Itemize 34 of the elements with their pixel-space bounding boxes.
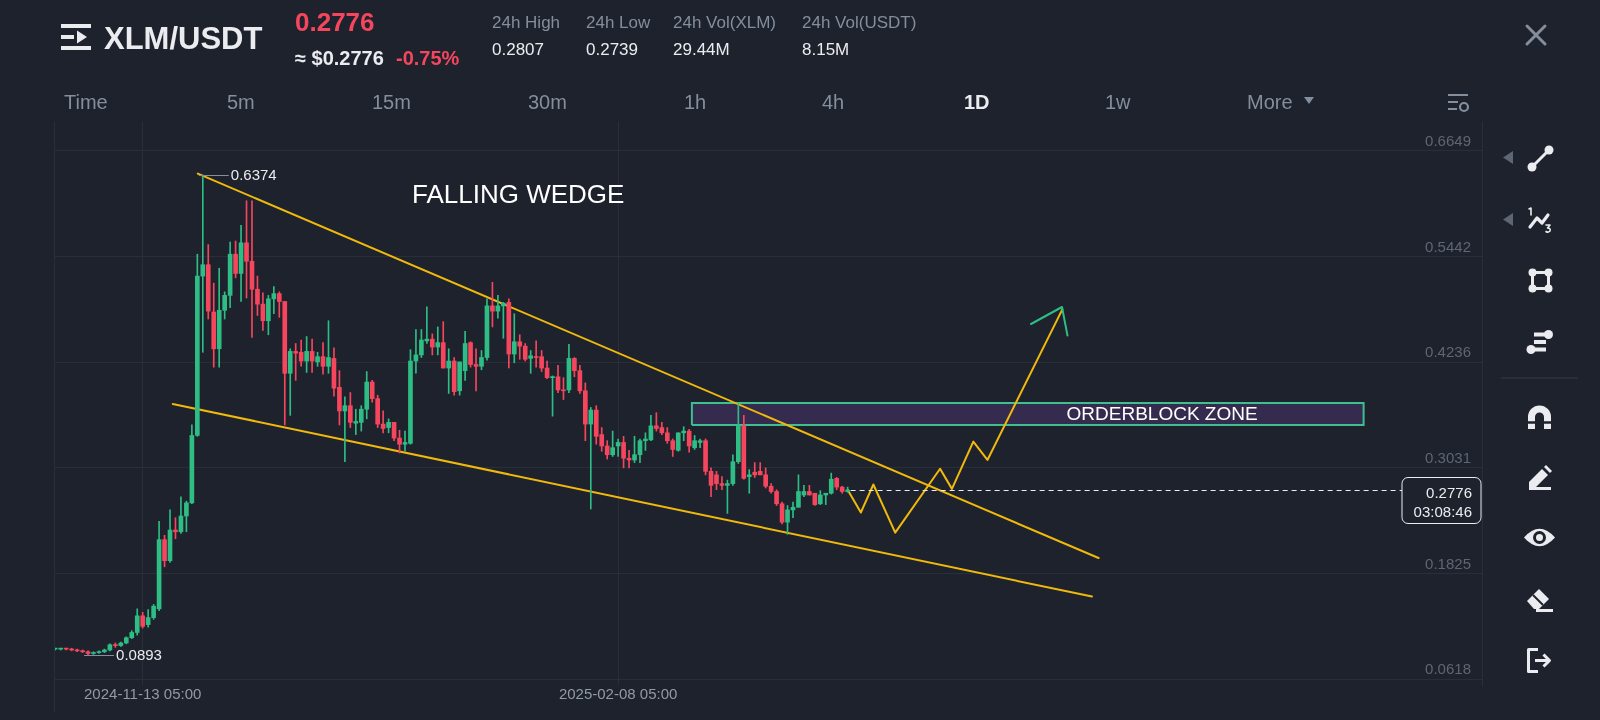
text: 0.2739 [586,39,638,61]
text: 24h Vol(XLM) [673,12,776,34]
chart-title: XLM/USDT [104,20,263,58]
text: 24h Low [586,12,651,34]
text: 8.15M [802,39,850,61]
text: 0.2807 [492,39,544,61]
annotation: 0.6374 [230,165,277,183]
text: 1h [684,90,707,114]
y-tick-label: 0.0618 [1425,660,1471,678]
text: 5m [227,90,255,114]
text: 29.44M [673,39,730,61]
y-tick-label: 0.3031 [1425,448,1471,466]
y-tick-label: 0.4236 [1425,343,1471,361]
text: Time [64,90,108,114]
text: More [1247,90,1293,114]
text: -0.75% [396,46,460,70]
x-tick-label: 2024-11-13 05:00 [84,685,202,703]
ref-line-label: 0.2776 03:08:46 [1413,483,1472,521]
text: 15m [372,90,411,114]
x-tick-label: 2025-02-08 05:00 [558,685,678,703]
text: 4h [822,90,845,114]
text: 1D [964,90,990,114]
annotation: FALLING WEDGE [412,179,625,211]
text: 24h High [492,12,561,34]
y-tick-label: 0.1825 [1425,554,1471,572]
y-tick-label: 0.5442 [1425,237,1471,255]
annotation: 0.0893 [116,645,162,663]
y-tick-label: 0.6649 [1425,132,1471,150]
text: ≈ $0.2776 [295,46,384,70]
series-label: ORDERBLOCK ZONE [1066,403,1258,425]
text: 1w [1105,90,1131,114]
text: 30m [528,90,567,114]
chart-subtitle: 0.2776 [295,7,375,39]
text: 24h Vol(USDT) [802,12,917,34]
